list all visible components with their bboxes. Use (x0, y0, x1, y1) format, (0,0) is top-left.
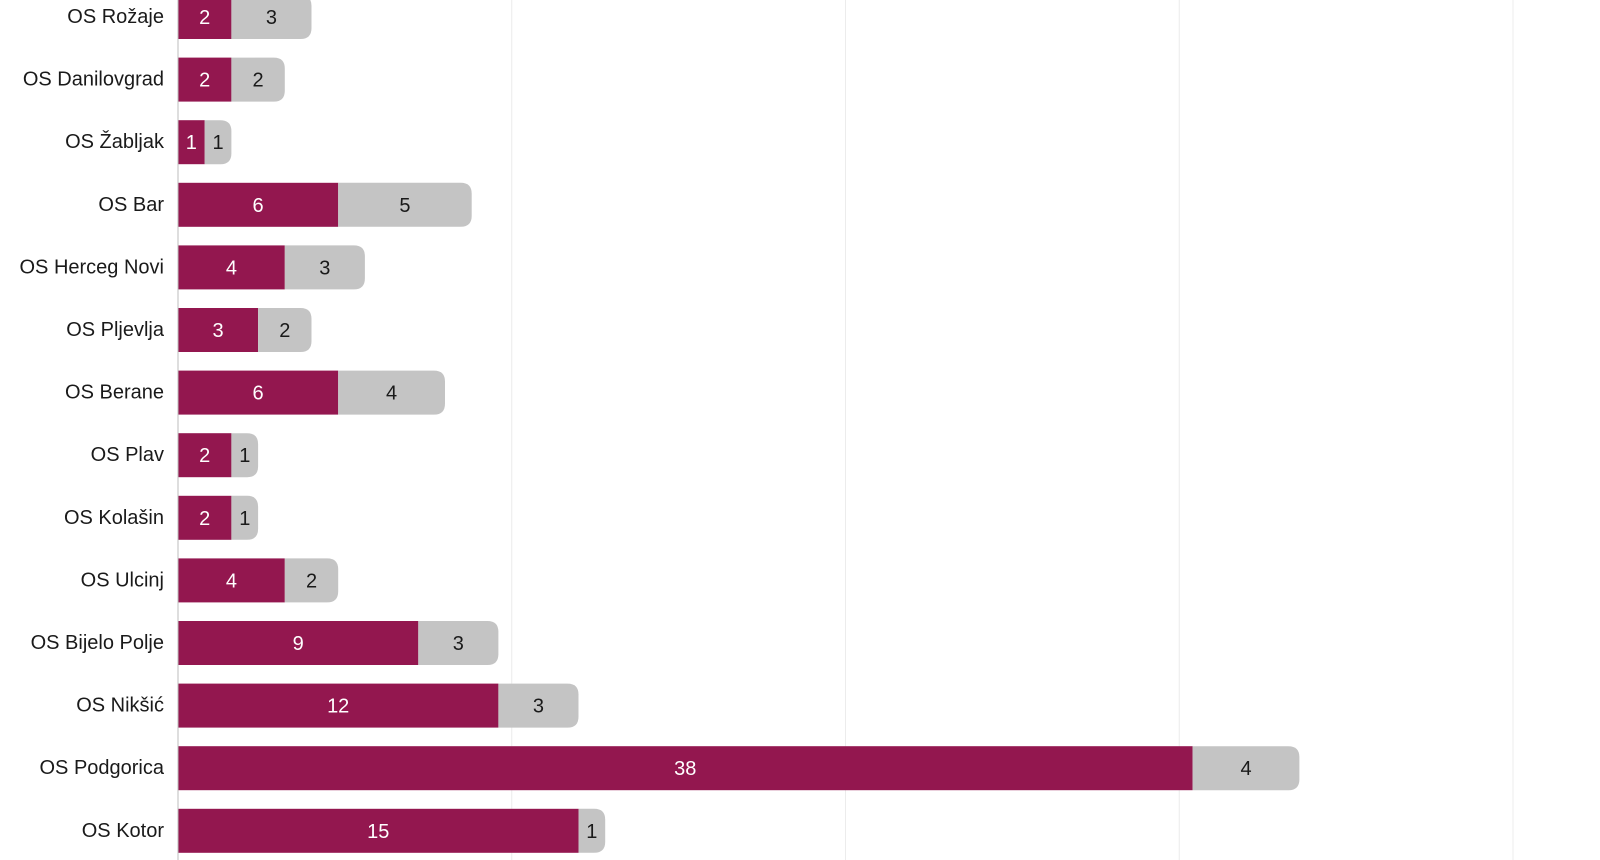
bar-value-label: 1 (186, 132, 197, 154)
category-label: OS Herceg Novi (20, 256, 165, 278)
bar-segment (178, 370, 339, 415)
bar-segment (178, 0, 232, 39)
bar-value-label: 3 (453, 633, 464, 655)
bar-value-label: 1 (239, 508, 250, 530)
category-label: OS Kotor (82, 820, 165, 842)
bar-value-label: 5 (399, 195, 410, 217)
bar-value-label: 4 (386, 383, 397, 405)
bar-value-label: 2 (253, 70, 264, 92)
bar-segment (418, 621, 499, 665)
bar-segment (1192, 746, 1300, 791)
category-labels: OS Rožaje OS Danilovgrad OS Žabljak OS Bar O… (20, 6, 165, 842)
bar-segment (231, 495, 259, 540)
bar-value-label: 2 (306, 570, 317, 592)
bar-segment (204, 120, 232, 165)
bar-value-label: 3 (319, 257, 330, 279)
bar-segment (178, 683, 499, 728)
bar-value-label: 38 (674, 758, 696, 780)
bar-value-label: 2 (199, 70, 210, 92)
bar-segment (498, 683, 579, 728)
bar-segment (284, 245, 365, 290)
bar-segment (231, 57, 285, 102)
category-label: OS Berane (65, 382, 164, 404)
category-label: OS Bijelo Polje (31, 632, 164, 654)
bar-segment (178, 433, 232, 478)
bar-value-label: 2 (199, 508, 210, 530)
bar-value-label: 12 (327, 696, 349, 718)
bar-segment (258, 308, 312, 352)
category-label: OS Danilovgrad (23, 69, 164, 91)
bar-segment (338, 370, 445, 415)
bar-segment (178, 308, 259, 352)
category-label: OS Ulcinj (81, 569, 164, 591)
category-label: OS Bar (98, 194, 164, 216)
bar-segment (178, 120, 205, 165)
bar-value-label: 1 (586, 821, 597, 843)
bar-value-label: 4 (226, 570, 237, 592)
bar-value-label: 9 (293, 633, 304, 655)
bar-segment (178, 245, 285, 290)
category-label: OS Nikšić (76, 695, 164, 717)
bar-value-label: 3 (212, 320, 223, 342)
bar-segment (178, 57, 232, 102)
category-label: OS Plav (91, 444, 164, 466)
bar-value-label: 2 (279, 320, 290, 342)
bar-segment (578, 808, 606, 853)
bar-value-label: 3 (266, 7, 277, 29)
bar-segment (178, 808, 579, 853)
bar-value-label: 1 (239, 445, 250, 467)
bar-value-label: 6 (253, 383, 264, 405)
bar-segment (231, 433, 259, 478)
bar-segment (178, 621, 419, 665)
category-label: OS Žabljak (65, 130, 165, 153)
bar-segment (284, 558, 339, 603)
bar-value-label: 4 (1240, 758, 1251, 780)
bar-segment (178, 182, 339, 227)
bar-value-label: 3 (533, 696, 544, 718)
bars-group: 2 32 21 16 54 33 26 42 12 14 29 312 338 415 1 (178, 0, 1300, 853)
bar-segment (178, 495, 232, 540)
bar-value-label: 2 (199, 7, 210, 29)
category-label: OS Kolašin (64, 507, 164, 529)
bar-segment (178, 558, 285, 603)
bar-segment (338, 182, 472, 227)
bar-segment (231, 0, 312, 39)
bar-value-label: 15 (367, 821, 389, 843)
bar-value-label: 1 (212, 132, 223, 154)
bar-value-label: 6 (253, 195, 264, 217)
bar-segment (178, 746, 1193, 791)
bar-value-label: 4 (226, 257, 237, 279)
category-label: OS Podgorica (39, 757, 164, 779)
bar-value-label: 2 (199, 445, 210, 467)
grid-lines (511, 0, 1514, 860)
category-label: OS Pljevlja (66, 319, 165, 341)
category-label: OS Rožaje (67, 6, 164, 28)
